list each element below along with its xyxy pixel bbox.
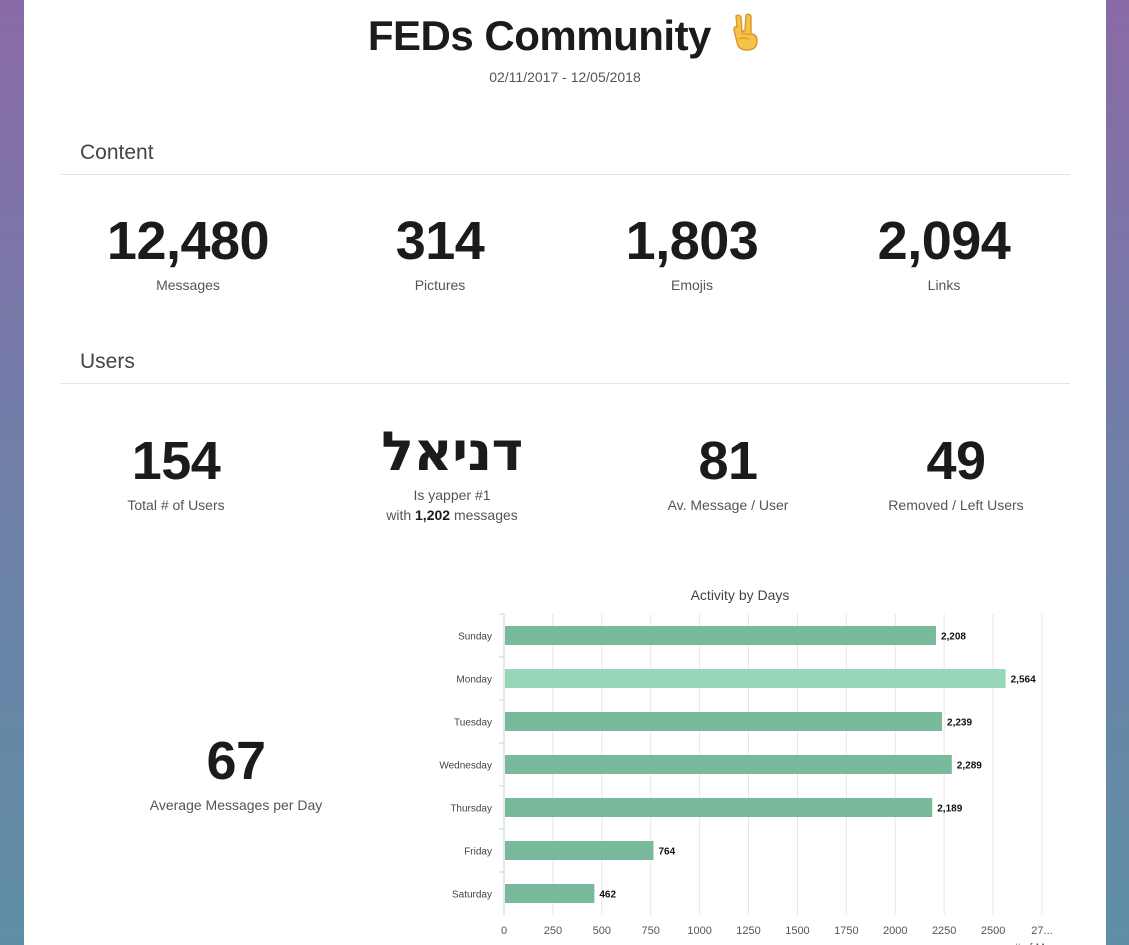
- x-tick-label: 0: [501, 925, 507, 937]
- content-section-title: Content: [80, 141, 154, 164]
- total-users-count: 154: [131, 431, 221, 491]
- x-tick-label: 1000: [687, 925, 711, 937]
- category-label: Thursday: [450, 804, 492, 815]
- category-label: Wednesday: [439, 761, 492, 772]
- x-tick-label: 1500: [785, 925, 809, 937]
- x-tick-label: 27...: [1031, 925, 1052, 937]
- bar-value-label: 764: [658, 847, 675, 858]
- x-tick-label: 2500: [981, 925, 1005, 937]
- top-yapper-count-line: with 1,202 messages: [337, 507, 567, 523]
- x-tick-label: 250: [544, 925, 562, 937]
- category-label: Saturday: [452, 890, 492, 901]
- x-tick-label: 500: [593, 925, 611, 937]
- x-tick-label: 1750: [834, 925, 858, 937]
- bar-value-label: 462: [599, 890, 616, 901]
- content-divider: [61, 174, 1070, 175]
- top-yapper-with: with: [386, 507, 412, 523]
- removed-users-label: Removed / Left Users: [888, 497, 1024, 513]
- bar: [505, 841, 654, 860]
- bar-value-label: 2,564: [1011, 675, 1036, 686]
- links-label: Links: [927, 277, 961, 293]
- dashboard-card: FEDs Community 02/11/2017 - 12/05/2018 C…: [24, 0, 1106, 945]
- bar-value-label: 2,189: [937, 804, 962, 815]
- top-yapper-messages: messages: [453, 507, 518, 523]
- users-divider: [61, 383, 1070, 384]
- emojis-count: 1,803: [625, 211, 759, 271]
- x-axis-label: # of Messages: [1014, 942, 1080, 945]
- bar: [505, 798, 933, 817]
- bar-value-label: 2,289: [957, 761, 982, 772]
- bar-value-label: 2,239: [947, 718, 972, 729]
- page-title-text: FEDs Community: [367, 12, 712, 59]
- avg-per-day-count: 67: [206, 731, 266, 791]
- emojis-label: Emojis: [670, 277, 713, 293]
- top-yapper-rank: Is yapper #1: [413, 487, 491, 503]
- category-label: Monday: [456, 675, 492, 686]
- page-title: FEDs Community: [24, 12, 1106, 60]
- avg-per-user-label: Av. Message / User: [667, 497, 789, 513]
- x-tick-label: 1250: [736, 925, 760, 937]
- messages-label: Messages: [156, 277, 220, 293]
- x-tick-label: 750: [642, 925, 660, 937]
- links-count: 2,094: [877, 211, 1011, 271]
- x-tick-label: 2000: [883, 925, 907, 937]
- category-label: Tuesday: [454, 718, 492, 729]
- category-label: Sunday: [458, 632, 492, 643]
- x-tick-label: 2250: [932, 925, 956, 937]
- chart-title: Activity by Days: [690, 587, 790, 603]
- rock-hand-emoji-icon: [730, 12, 762, 52]
- avg-per-user-count: 81: [698, 431, 758, 491]
- category-label: Friday: [464, 847, 492, 858]
- bar: [505, 884, 595, 903]
- bar-value-label: 2,208: [941, 632, 966, 643]
- date-range: 02/11/2017 - 12/05/2018: [489, 69, 641, 85]
- messages-count: 12,480: [106, 211, 270, 271]
- top-yapper-count: 1,202: [415, 507, 451, 523]
- bar: [505, 712, 943, 731]
- bar: [505, 626, 936, 645]
- bar: [505, 755, 952, 774]
- top-yapper-name: דניאל: [381, 420, 523, 483]
- users-section-title: Users: [80, 350, 135, 373]
- removed-users-count: 49: [926, 431, 986, 491]
- total-users-label: Total # of Users: [127, 497, 225, 513]
- pictures-count: 314: [395, 211, 485, 271]
- activity-by-days-chart: 0 250 500 750 1000 1250 1500 1750 2000 2250 2500 27…: [439, 613, 1080, 945]
- bar: [505, 669, 1006, 688]
- avg-per-day-label: Average Messages per Day: [149, 797, 323, 813]
- pictures-label: Pictures: [414, 277, 466, 293]
